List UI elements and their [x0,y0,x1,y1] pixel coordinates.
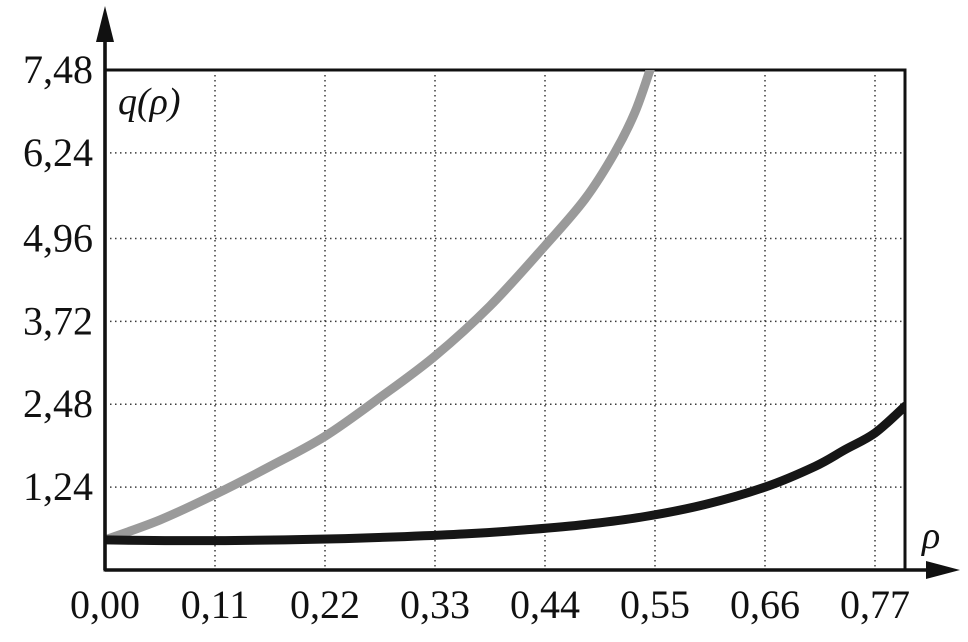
y-axis-title: q(ρ) [118,81,181,123]
y-tick-label: 6,24 [23,130,93,175]
y-axis [96,6,114,570]
x-axis [105,561,960,579]
x-tick-label: 0,44 [510,582,580,627]
curve-group [105,70,905,546]
y-axis-arrow-icon [96,6,114,42]
x-tick-label: 0,66 [730,582,800,627]
gridlines [105,69,905,570]
x-axis-arrow-icon [926,561,960,579]
x-tick-label: 0,55 [620,582,690,627]
x-tick-label: 0,33 [400,582,470,627]
x-tick-label: 0,77 [840,582,910,627]
y-tick-label: 4,96 [23,215,93,260]
y-tick-label: 7,48 [23,47,93,92]
gray-curve [105,70,655,545]
x-axis-title: ρ [921,515,940,557]
x-tick-label: 0,11 [181,582,250,627]
y-tick-label: 3,72 [23,298,93,343]
tick-labels: 0,00 0,11 0,22 0,33 0,44 0,55 0,66 0,77 1,24 2,48… [23,47,910,627]
plot-border [103,68,907,572]
x-tick-label: 0,00 [70,582,140,627]
y-tick-label: 2,48 [23,381,93,426]
y-tick-label: 1,24 [23,464,93,509]
black-curve [105,401,905,546]
x-tick-label: 0,22 [290,582,360,627]
